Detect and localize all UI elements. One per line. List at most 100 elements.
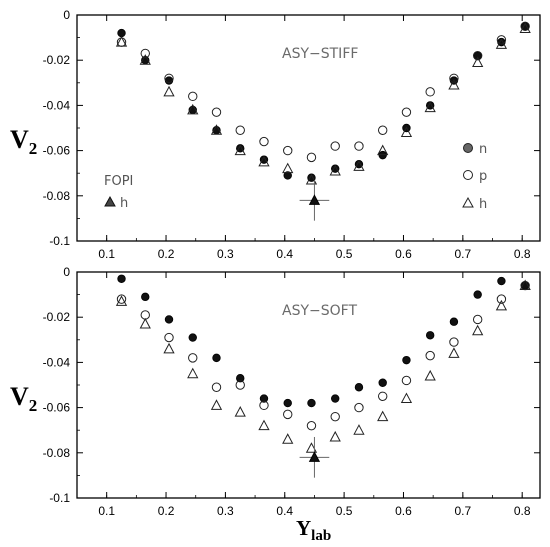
point-n — [331, 394, 340, 403]
point-n — [473, 290, 482, 299]
point-p — [472, 314, 483, 325]
point-n — [402, 355, 411, 365]
x-tick-label: 0.4 — [276, 504, 293, 518]
axis-ticks: 0.1 0.2 0.3 0.4 0.5 0.6 0.7 0.8 0 -0.02 -0.04 -0.06… — [43, 8, 540, 261]
point-h — [282, 162, 294, 174]
x-tick-label: 0.7 — [454, 247, 471, 261]
legend-marker-open-circle — [463, 170, 473, 180]
data-marks — [115, 274, 531, 478]
x-tick-label: 0.1 — [98, 247, 115, 261]
legend: n p h — [462, 142, 487, 212]
point-h — [187, 103, 199, 115]
point-h — [377, 144, 389, 156]
point-p — [520, 21, 530, 31]
point-n — [188, 333, 197, 342]
point-n — [236, 374, 245, 383]
y-axis-label: V2 — [10, 125, 37, 158]
x-tick-label: 0.6 — [395, 247, 412, 261]
point-h — [377, 410, 389, 422]
point-p — [354, 402, 364, 413]
point-h — [495, 299, 508, 311]
x-tick-label: 0.4 — [276, 247, 293, 261]
legend-marker-filled-circle — [463, 143, 473, 153]
point-h — [258, 155, 270, 167]
point-h — [210, 399, 223, 410]
point-fopi-h — [308, 451, 321, 462]
point-p — [354, 141, 364, 151]
point-h — [258, 419, 270, 431]
y-tick-label: -0.08 — [43, 446, 71, 460]
panel-asy-stiff: 0.1 0.2 0.3 0.4 0.5 0.6 0.7 0.8 0 -0.02 -0.04 -0.06… — [10, 8, 541, 261]
point-h — [139, 54, 151, 65]
point-h — [305, 442, 318, 453]
point-h — [519, 22, 531, 34]
point-p — [449, 73, 459, 83]
point-h — [139, 317, 151, 329]
data-marks — [115, 21, 531, 221]
x-tick-label: 0.6 — [395, 504, 412, 518]
point-n — [497, 276, 506, 286]
x-tick-label: 0.5 — [336, 247, 353, 261]
point-p — [377, 391, 388, 401]
y-tick-label: 0 — [63, 265, 70, 279]
point-h — [282, 433, 294, 444]
point-p — [211, 382, 222, 392]
point-fopi-h — [308, 194, 321, 205]
point-n — [354, 383, 364, 392]
point-h — [448, 78, 460, 90]
y-tick-label: -0.1 — [49, 491, 70, 505]
legend-label-p: p — [479, 169, 487, 184]
x-tick-label: 0.2 — [158, 504, 175, 518]
point-n — [164, 76, 174, 85]
axis-ticks: 0.1 0.2 0.3 0.4 0.5 0.6 0.7 0.8 0 -0.02 -0.04 -0.06… — [43, 265, 540, 518]
point-p — [259, 400, 269, 411]
point-p — [306, 420, 317, 431]
point-p — [425, 87, 435, 97]
point-n — [283, 171, 292, 180]
point-p — [472, 50, 483, 61]
y-tick-label: -0.06 — [43, 144, 71, 158]
x-tick-label: 0.3 — [217, 504, 234, 518]
y-tick-label: -0.04 — [43, 98, 71, 112]
point-p — [235, 380, 245, 390]
point-h — [115, 36, 128, 47]
fopi-legend: FOPI h — [104, 174, 133, 211]
point-p — [188, 353, 198, 363]
legend-entry-p: p — [463, 169, 487, 184]
point-n — [259, 394, 269, 403]
fopi-legend-marker-filled-triangle — [104, 195, 116, 207]
y-tick-label: -0.08 — [43, 189, 71, 203]
y-tick-label: -0.04 — [43, 355, 71, 369]
point-n — [117, 28, 126, 38]
x-tick-label: 0.3 — [217, 247, 234, 261]
point-h — [353, 160, 365, 171]
point-n — [378, 378, 387, 387]
point-h — [305, 173, 318, 185]
point-h — [187, 367, 199, 379]
point-h — [329, 164, 341, 176]
x-tick-label: 0.7 — [454, 504, 471, 518]
x-tick-label: 0.2 — [158, 247, 175, 261]
x-axis-label: Ylab — [296, 516, 331, 544]
point-p — [283, 409, 293, 420]
annotation-asy-stiff: ASY−STIFF — [282, 46, 358, 62]
point-p — [140, 48, 150, 59]
point-n — [141, 292, 150, 302]
point-h — [400, 126, 413, 138]
annotation-asy-soft: ASY−SOFT — [282, 303, 357, 319]
point-h — [472, 56, 484, 67]
legend-marker-open-triangle — [462, 196, 474, 208]
point-h — [495, 38, 508, 49]
point-h — [472, 324, 484, 336]
point-n — [117, 274, 126, 283]
point-p — [496, 294, 507, 304]
point-p — [496, 35, 507, 45]
y-axis-label: V2 — [10, 382, 37, 415]
point-h — [234, 144, 246, 156]
point-p — [330, 141, 340, 151]
point-p — [259, 136, 269, 147]
point-n — [212, 353, 221, 363]
point-h — [448, 347, 460, 358]
legend-entry-h: h — [462, 196, 487, 212]
